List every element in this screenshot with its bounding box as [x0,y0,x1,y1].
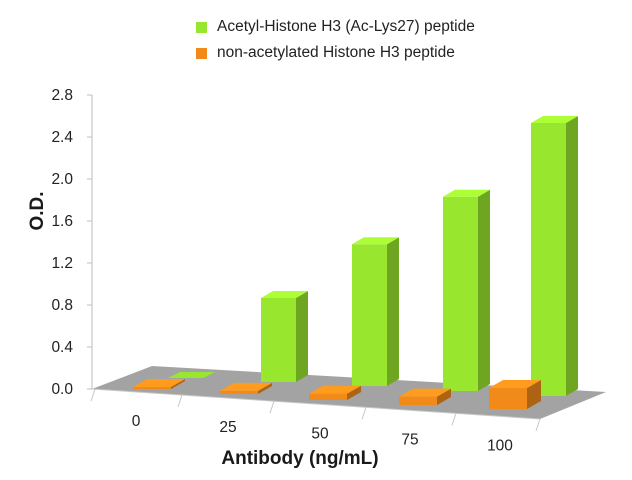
bar-acetyl-0 [168,372,215,378]
legend-item-non-acetylated: non-acetylated Histone H3 peptide [196,40,475,66]
y-tick-label: 1.6 [51,213,73,230]
x-tick-label: 0 [132,413,141,430]
legend-swatch-non-acetylated [196,47,207,59]
bar-acetyl-75 [443,189,490,391]
bar-side [387,237,399,386]
y-tick-label: 2.8 [51,87,73,104]
bar-side [347,385,361,400]
bar-non-acetylated-0 [133,379,185,389]
bar-top [261,291,308,298]
bar-non-acetylated-50 [309,385,361,400]
y-axis-label: O.D. [27,191,48,231]
x-tick-mark [90,389,96,402]
y-tick-label: 0.4 [51,339,73,356]
x-tick-labels: 0 25 50 75 100 [90,389,541,454]
x-tick-mark [361,407,367,420]
bar-side [171,379,185,389]
bar-side [437,388,451,405]
x-tick-label: 50 [311,425,329,442]
y-tick-labels: 0.0 0.4 0.8 1.2 1.6 2.0 2.4 2.8 [51,87,73,398]
x-tick-label: 100 [487,437,513,454]
bar-front [220,390,258,394]
legend-label-non-acetylated: non-acetylated Histone H3 peptide [217,44,455,61]
bar-side [478,189,490,391]
x-tick-mark [535,418,541,432]
bar-non-acetylated-75 [399,388,451,405]
y-tick-label: 2.4 [51,129,73,146]
bar-side [566,116,578,396]
bar-acetyl-100 [531,116,578,396]
bar-top [443,189,490,197]
bar-top [133,379,185,387]
bar-non-acetylated-25 [220,382,272,394]
bars [133,116,578,409]
bar-side [527,380,541,409]
y-axis [87,94,541,420]
x-tick-label: 75 [401,431,418,448]
bar-non-acetylated-100 [489,380,541,409]
legend-label-acetyl: Acetyl-Histone H3 (Ac-Lys27) peptide [217,18,475,35]
x-axis-line [91,388,541,420]
x-tick-mark [451,413,457,426]
bar-top [489,380,541,388]
y-tick-label: 1.2 [51,255,73,272]
y-tick-label: 0.8 [51,297,73,314]
bar-acetyl-25 [261,291,308,382]
x-tick-mark [269,401,275,414]
y-tick-label: 0.0 [51,381,73,398]
bar-front [489,388,527,409]
bar-top [309,385,361,394]
x-tick-label: 25 [219,419,236,436]
legend: Acetyl-Histone H3 (Ac-Lys27) peptide non… [196,14,475,66]
bar-front [443,196,478,391]
bar-front [531,123,566,396]
bar-front [399,396,437,405]
bar-side [296,291,308,382]
bar-front [133,387,171,389]
bar-side [258,382,272,394]
bar-top [531,116,578,123]
legend-swatch-acetyl [196,21,207,33]
y-tick-label: 2.0 [51,171,73,188]
bar-front [309,393,347,400]
x-axis-label: Antibody (ng/mL) [221,448,379,469]
bar-acetyl-50 [352,237,399,386]
bar-top [399,388,451,397]
legend-item-acetyl: Acetyl-Histone H3 (Ac-Lys27) peptide [196,14,475,40]
bar-top [220,382,272,391]
bar-top [352,237,399,245]
bar-front [352,244,387,386]
x-tick-mark [177,394,183,408]
bar-front [261,298,296,382]
